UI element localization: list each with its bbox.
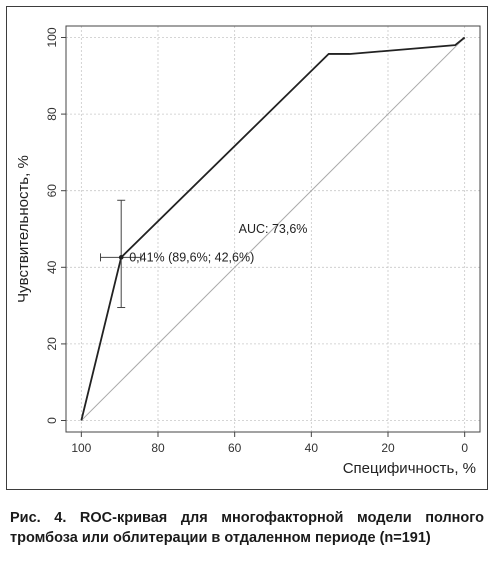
roc-curve-line — [80, 36, 466, 421]
threshold-label: 0,41% (89,6%; 42,6%) — [129, 250, 254, 264]
figure-caption: Рис. 4. ROC-кривая для многофакторной мо… — [10, 510, 484, 546]
y-tick-label: 20 — [45, 337, 59, 351]
x-axis-title: Специфичность, % — [343, 460, 476, 477]
x-tick-label: 60 — [228, 441, 242, 455]
roc-chart: 100 80 60 40 20 0 0 20 40 60 80 100 Специфичность, %… — [15, 25, 481, 477]
y-tick-label: 0 — [45, 417, 59, 424]
y-tick-label: 40 — [45, 260, 59, 274]
x-tick-label: 0 — [461, 441, 468, 455]
plot-area-border — [65, 25, 481, 433]
y-tick-label: 80 — [45, 107, 59, 121]
y-tick-label: 60 — [45, 184, 59, 198]
optimal-threshold-point — [118, 255, 124, 260]
y-tick-label: 100 — [45, 27, 59, 47]
x-tick-label: 80 — [151, 441, 165, 455]
x-tick-label: 20 — [381, 441, 395, 455]
reference-diagonal-line — [80, 37, 466, 421]
x-tick-label: 40 — [305, 441, 319, 455]
figure-frame — [6, 6, 488, 490]
auc-label: AUC: 73,6% — [239, 222, 308, 236]
y-axis-title: Чувствительность, % — [15, 155, 32, 303]
x-tick-label: 100 — [71, 441, 91, 455]
